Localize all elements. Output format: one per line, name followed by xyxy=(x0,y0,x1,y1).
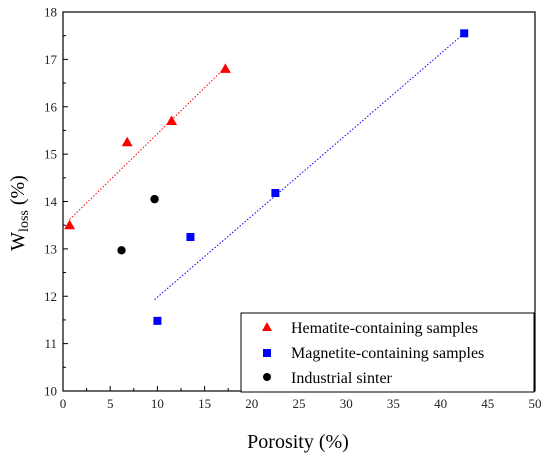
legend-marker-triangle xyxy=(262,322,272,331)
x-tick-label: 50 xyxy=(529,396,542,411)
x-tick-label: 20 xyxy=(245,396,258,411)
legend-label-sinter: Industrial sinter xyxy=(291,370,393,387)
data-point-square xyxy=(186,233,195,242)
data-point-triangle xyxy=(121,136,133,147)
y-axis-title-sub: loss xyxy=(17,210,32,232)
x-tick-label: 45 xyxy=(481,396,494,411)
y-axis: 10 11 12 13 14 15 16 17 18 xyxy=(44,5,68,399)
legend-label-magnetite: Magnetite-containing samples xyxy=(291,345,484,362)
y-tick-label: 13 xyxy=(44,241,57,256)
trendline-series-0 xyxy=(69,67,226,220)
y-tick-label: 18 xyxy=(44,5,57,20)
data-point-triangle xyxy=(166,115,178,125)
x-tick-label: 10 xyxy=(151,396,164,411)
x-axis-title: Porosity (%) xyxy=(247,431,349,453)
data-point-circle xyxy=(150,194,159,204)
x-tick-label: 15 xyxy=(198,396,211,411)
data-point-square xyxy=(271,188,280,197)
y-tick-label: 15 xyxy=(44,147,57,162)
data-point-circle xyxy=(117,246,126,255)
data-point-square xyxy=(153,316,162,325)
legend-marker-square xyxy=(263,349,271,357)
y-axis-title-main: W xyxy=(7,232,29,251)
x-tick-label: 40 xyxy=(434,396,447,411)
legend-box xyxy=(240,312,535,393)
y-tick-label: 10 xyxy=(44,384,57,399)
x-tick-label: 35 xyxy=(387,396,400,411)
y-tick-label: 14 xyxy=(44,194,58,209)
x-tick-label: 30 xyxy=(340,396,353,411)
x-tick-label: 25 xyxy=(293,396,306,411)
y-axis-title: Wloss (%) xyxy=(7,175,32,251)
trendline-series-1 xyxy=(154,32,465,300)
legend-item-magnetite: Magnetite-containing samples xyxy=(263,345,484,362)
legend-label-hematite: Hematite-containing samples xyxy=(291,320,478,337)
data-point-square xyxy=(460,29,469,38)
trendlines xyxy=(69,32,465,300)
legend-marker-circle xyxy=(263,373,271,381)
legend-item-sinter: Industrial sinter xyxy=(263,370,393,387)
legend: Hematite-containing samples Magnetite-co… xyxy=(240,312,535,393)
x-tick-label: 0 xyxy=(60,396,67,411)
y-axis-title-unit: (%) xyxy=(7,175,29,210)
y-tick-label: 12 xyxy=(44,289,57,304)
data-points xyxy=(64,29,469,325)
x-tick-label: 5 xyxy=(107,396,114,411)
y-tick-label: 16 xyxy=(44,99,58,114)
legend-item-hematite: Hematite-containing samples xyxy=(262,320,478,337)
data-point-triangle xyxy=(64,219,76,230)
y-tick-label: 11 xyxy=(44,336,57,351)
data-point-triangle xyxy=(219,63,231,73)
y-tick-label: 17 xyxy=(44,52,58,67)
